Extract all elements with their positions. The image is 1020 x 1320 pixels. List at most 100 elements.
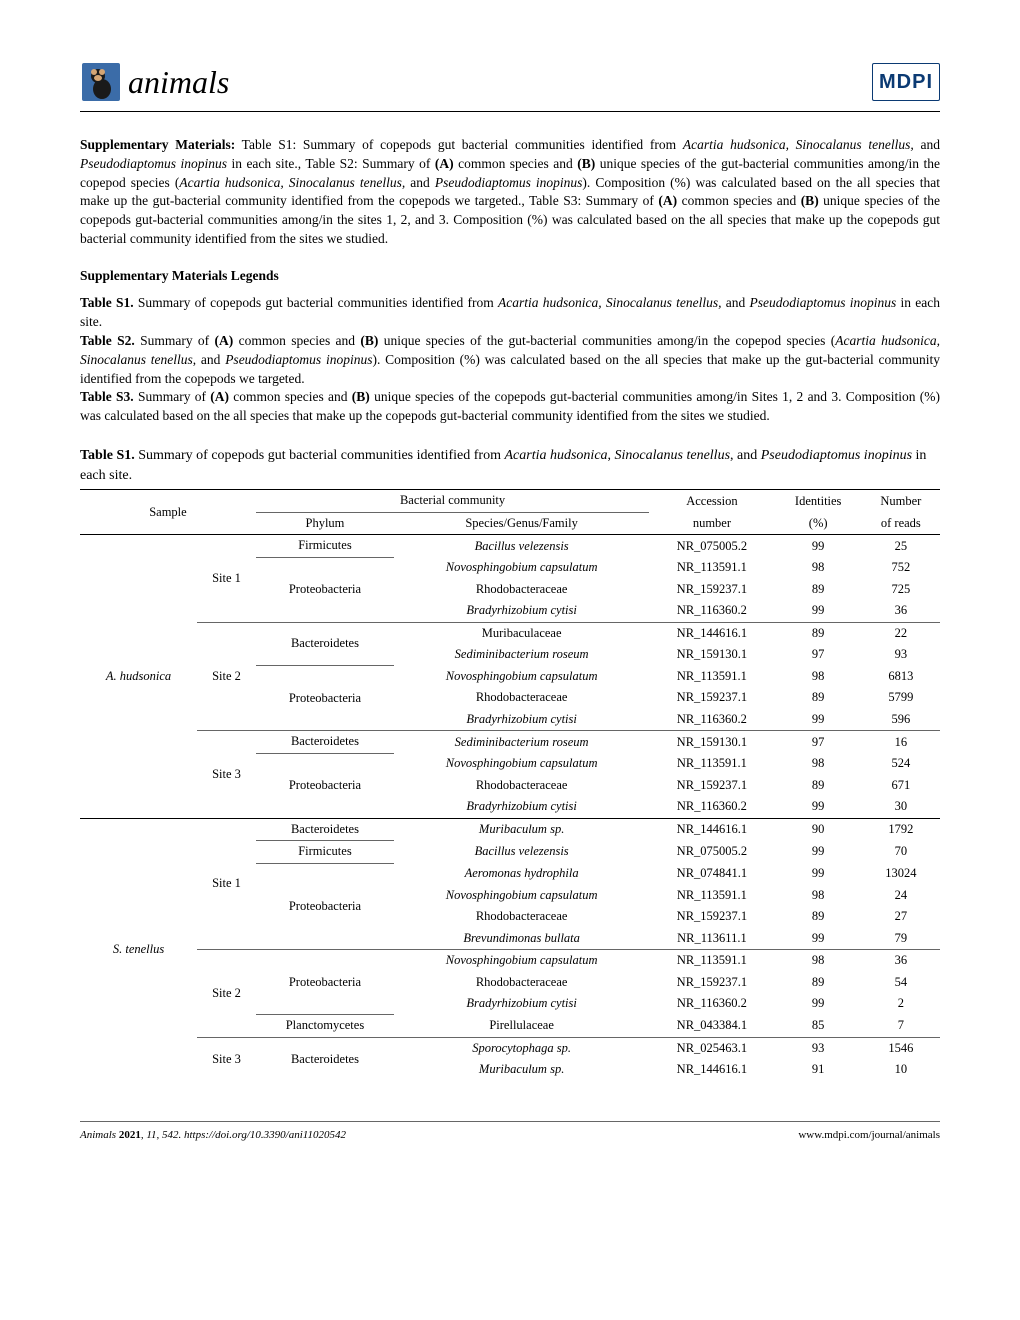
cell-acc: NR_159130.1 xyxy=(649,644,774,666)
cell-id: 98 xyxy=(775,557,862,579)
cell-phylum: Bacteroidetes xyxy=(256,731,394,754)
legend-s1: Table S1. Summary of copepods gut bacter… xyxy=(80,294,940,426)
cell-phylum: Proteobacteria xyxy=(256,666,394,731)
cell-species: Novosphingobium capsulatum xyxy=(394,885,649,907)
cell-acc: NR_116360.2 xyxy=(649,600,774,622)
footer-rest: , 11, 542. https://doi.org/10.3390/ani11… xyxy=(141,1129,346,1141)
footer-left: Animals 2021, 11, 542. https://doi.org/1… xyxy=(80,1128,346,1143)
cell-species: Sediminibacterium roseum xyxy=(394,644,649,666)
footer-year: 2021 xyxy=(119,1129,141,1141)
cell-id: 89 xyxy=(775,579,862,601)
cell-sample: S. tenellus xyxy=(80,818,197,1081)
caption-lead: Table S1. xyxy=(80,448,135,463)
cell-reads: 2 xyxy=(862,993,940,1015)
cell-id: 85 xyxy=(775,1015,862,1038)
cell-reads: 1546 xyxy=(862,1037,940,1059)
cell-site: Site 3 xyxy=(197,731,256,819)
s2-text: Summary of (A) common species and (B) un… xyxy=(80,333,940,386)
cell-species: Bradyrhizobium cytisi xyxy=(394,796,649,818)
cell-id: 99 xyxy=(775,928,862,950)
cell-acc: NR_113591.1 xyxy=(649,950,774,972)
cell-acc: NR_113591.1 xyxy=(649,753,774,775)
supplementary-materials-block: Supplementary Materials: Table S1: Summa… xyxy=(80,136,940,249)
cell-reads: 70 xyxy=(862,841,940,864)
cell-species: Pirellulaceae xyxy=(394,1015,649,1038)
cell-reads: 27 xyxy=(862,906,940,928)
cell-id: 89 xyxy=(775,906,862,928)
cell-species: Muribaculaceae xyxy=(394,622,649,644)
cell-acc: NR_113611.1 xyxy=(649,928,774,950)
cell-sample: A. hudsonica xyxy=(80,535,197,819)
cell-reads: 54 xyxy=(862,972,940,994)
cell-acc: NR_074841.1 xyxy=(649,863,774,885)
cell-species: Rhodobacteraceae xyxy=(394,687,649,709)
cell-reads: 30 xyxy=(862,796,940,818)
cell-acc: NR_159237.1 xyxy=(649,687,774,709)
cell-reads: 596 xyxy=(862,709,940,731)
cell-id: 99 xyxy=(775,600,862,622)
cell-phylum: Proteobacteria xyxy=(256,863,394,950)
cell-id: 99 xyxy=(775,535,862,558)
cell-reads: 36 xyxy=(862,600,940,622)
cell-species: Bradyrhizobium cytisi xyxy=(394,600,649,622)
s3-text: Summary of (A) common species and (B) un… xyxy=(80,389,940,423)
cell-species: Rhodobacteraceae xyxy=(394,906,649,928)
cell-id: 99 xyxy=(775,796,862,818)
s1-text: Summary of copepods gut bacterial commun… xyxy=(80,295,940,329)
cell-reads: 79 xyxy=(862,928,940,950)
cell-acc: NR_075005.2 xyxy=(649,535,774,558)
table-s1-caption: Table S1. Summary of copepods gut bacter… xyxy=(80,446,940,485)
page-footer: Animals 2021, 11, 542. https://doi.org/1… xyxy=(80,1121,940,1143)
cell-species: Sediminibacterium roseum xyxy=(394,731,649,754)
cell-phylum: Firmicutes xyxy=(256,841,394,864)
cell-reads: 524 xyxy=(862,753,940,775)
cell-acc: NR_159237.1 xyxy=(649,775,774,797)
cell-id: 98 xyxy=(775,753,862,775)
cell-reads: 671 xyxy=(862,775,940,797)
table-row: Site 2ProteobacteriaNovosphingobium caps… xyxy=(80,950,940,972)
journal-icon xyxy=(80,61,122,103)
cell-id: 99 xyxy=(775,841,862,864)
cell-reads: 24 xyxy=(862,885,940,907)
cell-acc: NR_113591.1 xyxy=(649,557,774,579)
cell-site: Site 2 xyxy=(197,950,256,1038)
cell-reads: 22 xyxy=(862,622,940,644)
journal-logo: animals xyxy=(80,60,229,105)
cell-id: 89 xyxy=(775,622,862,644)
cell-acc: NR_075005.2 xyxy=(649,841,774,864)
cell-id: 97 xyxy=(775,644,862,666)
cell-acc: NR_043384.1 xyxy=(649,1015,774,1038)
table-header-row-1: Sample Bacterial community Accession Ide… xyxy=(80,490,940,513)
cell-reads: 5799 xyxy=(862,687,940,709)
cell-reads: 25 xyxy=(862,535,940,558)
cell-species: Aeromonas hydrophila xyxy=(394,863,649,885)
cell-reads: 16 xyxy=(862,731,940,754)
cell-species: Novosphingobium capsulatum xyxy=(394,950,649,972)
cell-reads: 752 xyxy=(862,557,940,579)
col-accession-1: Accession xyxy=(649,490,774,513)
cell-species: Bradyrhizobium cytisi xyxy=(394,993,649,1015)
cell-species: Rhodobacteraceae xyxy=(394,972,649,994)
cell-id: 99 xyxy=(775,993,862,1015)
footer-journal: Animals xyxy=(80,1129,119,1141)
cell-id: 89 xyxy=(775,687,862,709)
cell-acc: NR_025463.1 xyxy=(649,1037,774,1059)
cell-acc: NR_113591.1 xyxy=(649,666,774,688)
cell-acc: NR_116360.2 xyxy=(649,993,774,1015)
cell-phylum: Proteobacteria xyxy=(256,950,394,1015)
cell-species: Novosphingobium capsulatum xyxy=(394,753,649,775)
col-sample: Sample xyxy=(80,490,256,535)
cell-species: Novosphingobium capsulatum xyxy=(394,666,649,688)
cell-acc: NR_144616.1 xyxy=(649,818,774,841)
footer-right: www.mdpi.com/journal/animals xyxy=(798,1128,940,1143)
cell-site: Site 1 xyxy=(197,535,256,623)
page-header: animals MDPI xyxy=(80,60,940,112)
cell-reads: 7 xyxy=(862,1015,940,1038)
cell-id: 98 xyxy=(775,666,862,688)
cell-id: 91 xyxy=(775,1059,862,1081)
cell-species: Novosphingobium capsulatum xyxy=(394,557,649,579)
table-row: Site 3BacteroidetesSporocytophaga sp.NR_… xyxy=(80,1037,940,1059)
cell-id: 99 xyxy=(775,863,862,885)
cell-phylum: Bacteroidetes xyxy=(256,622,394,666)
legends-heading: Supplementary Materials Legends xyxy=(80,267,940,286)
